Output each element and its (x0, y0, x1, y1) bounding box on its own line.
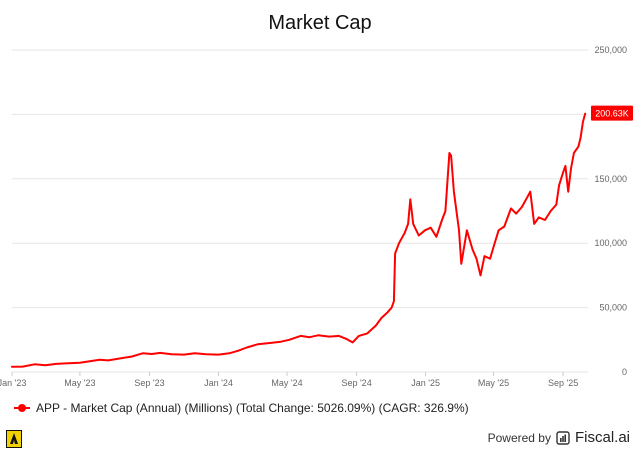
x-tick-label: Sep '24 (341, 378, 371, 388)
legend[interactable]: APP - Market Cap (Annual) (Millions) (To… (14, 401, 469, 415)
x-tick-label: May '24 (271, 378, 302, 388)
legend-label: APP - Market Cap (Annual) (Millions) (To… (36, 401, 469, 415)
series-layer (11, 112, 587, 368)
last-value-label: 200.63K (595, 109, 629, 119)
powered-by-text: Powered by (487, 430, 551, 445)
x-tick-label: Sep '23 (134, 378, 164, 388)
y-tick-label: 150,000 (594, 174, 627, 184)
last-value-badge: 200.63K (591, 105, 633, 121)
x-tick-label: Jan '23 (0, 378, 26, 388)
app-logo-icon (6, 430, 22, 448)
x-tick-label: Jan '25 (411, 378, 440, 388)
y-tick-label: 250,000 (594, 45, 627, 55)
last-value-badge-bg (591, 105, 633, 121)
series-line (11, 112, 587, 368)
powered-by-footer[interactable]: Powered by Fiscal.ai (488, 429, 630, 446)
x-tick-label: Sep '25 (548, 378, 578, 388)
fiscal-logo-icon (556, 430, 570, 445)
x-axis-tick-labels: Jan '23 May '23 Sep '23 Jan '24 May '24 Sep '… (0, 372, 578, 388)
legend-marker-icon (14, 403, 30, 413)
chart-title: Market Cap (268, 12, 372, 34)
y-tick-label: 100,000 (594, 238, 627, 248)
brand-name: Fiscal.ai (574, 429, 630, 446)
y-tick-label: 50,000 (599, 303, 627, 313)
y-tick-label: 0 (622, 367, 627, 377)
x-tick-label: Jan '24 (204, 378, 233, 388)
grid-lines (12, 49, 588, 373)
x-tick-label: May '23 (64, 378, 95, 388)
x-tick-label: May '25 (478, 378, 509, 388)
